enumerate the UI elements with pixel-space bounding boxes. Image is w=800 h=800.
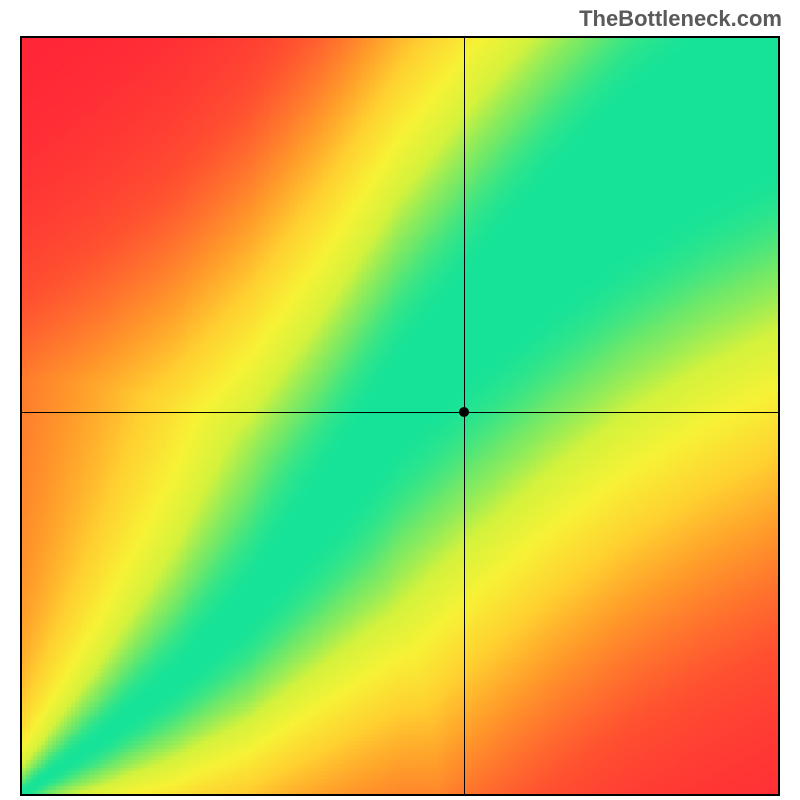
plot-area [20,36,780,796]
crosshair-marker [459,407,469,417]
watermark-text: TheBottleneck.com [579,6,782,32]
chart-container: TheBottleneck.com [0,0,800,800]
heatmap-canvas [22,38,778,794]
crosshair-horizontal [22,412,778,413]
